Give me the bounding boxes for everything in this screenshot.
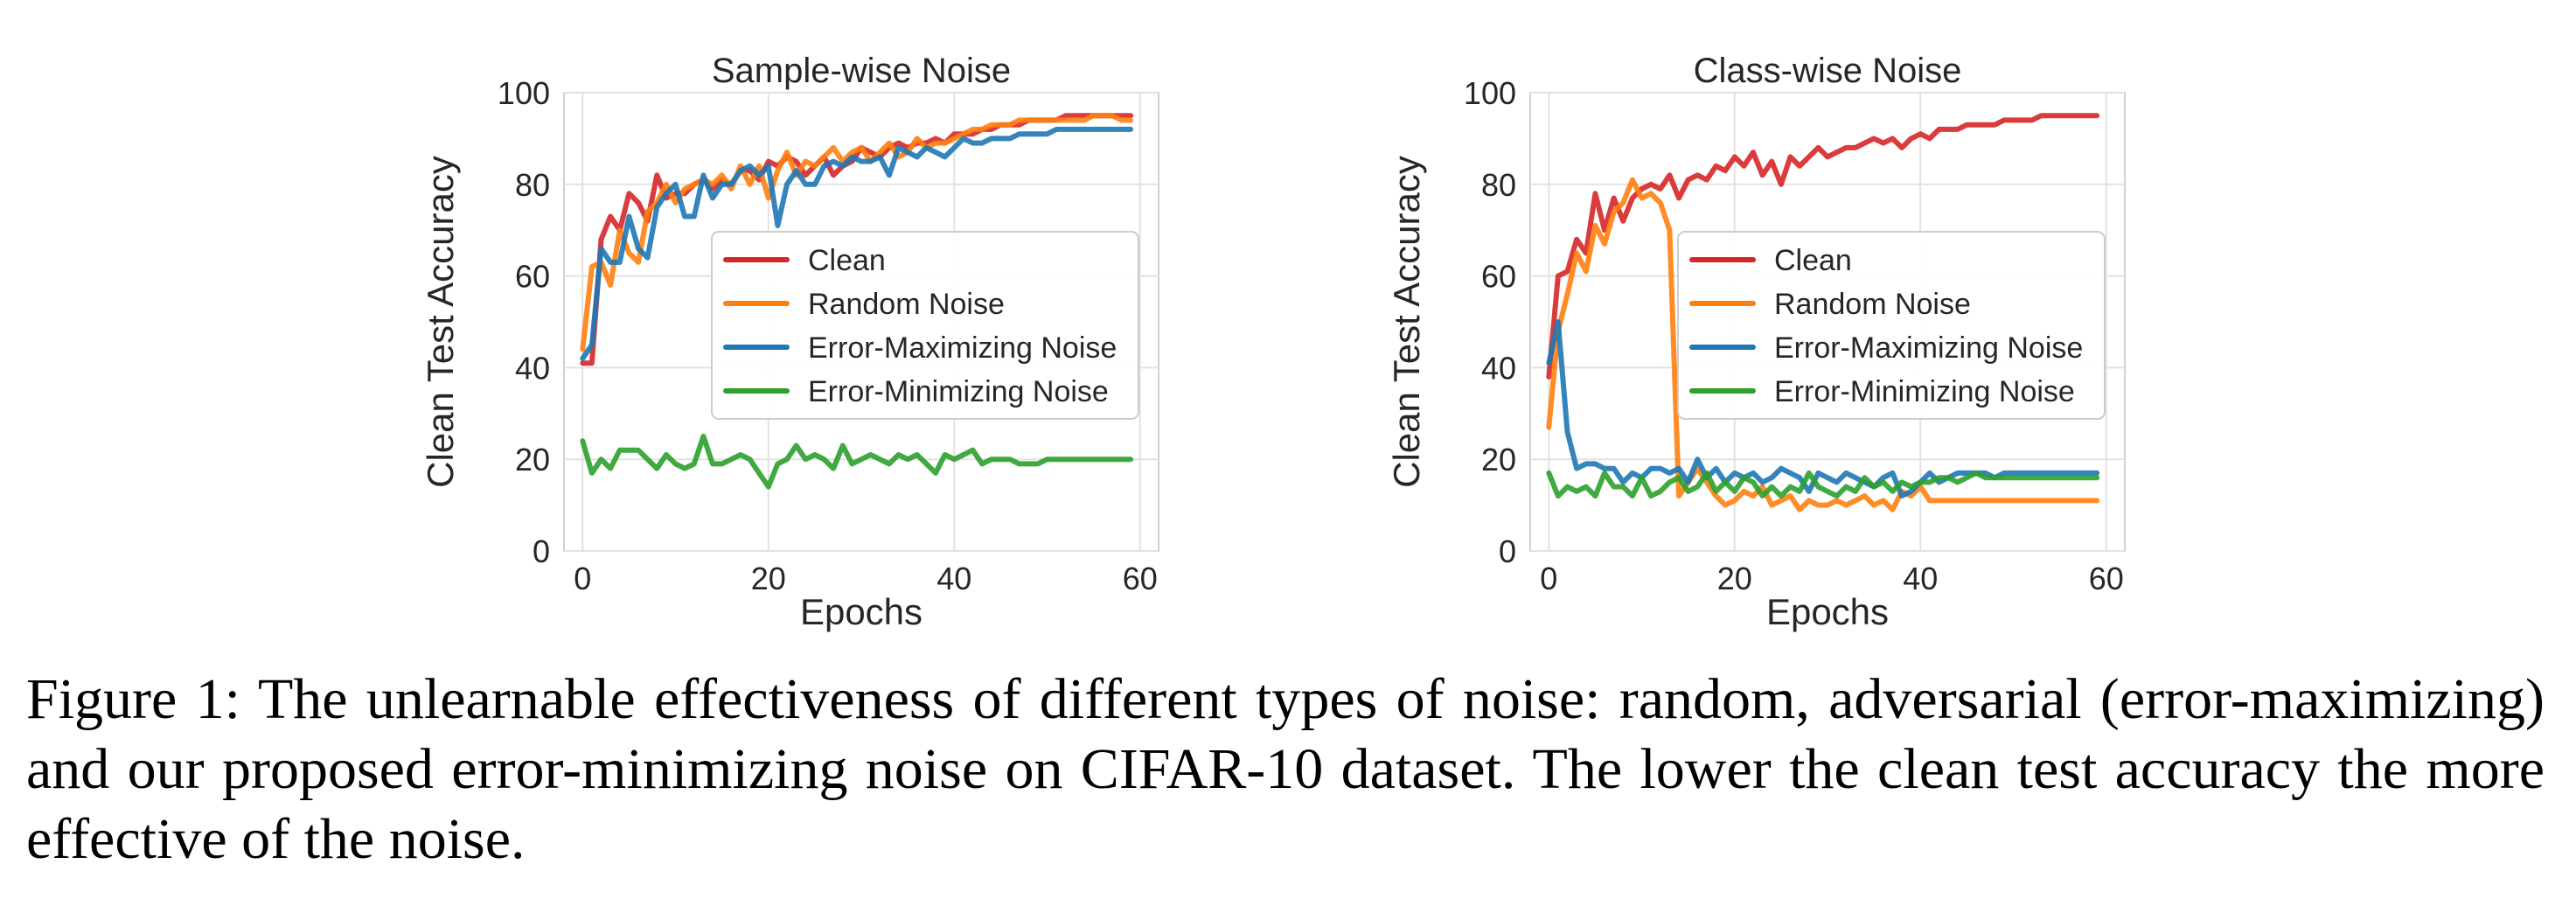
x-tick-label: 20 — [751, 561, 786, 596]
y-tick-label: 40 — [1481, 350, 1516, 386]
y-tick-label: 0 — [1499, 533, 1516, 569]
chart-sample-wise: 0 20 40 60 0 20 40 60 80 100 Sample-wise Noise Ep… — [420, 52, 1159, 632]
y-tick-label: 100 — [1464, 75, 1516, 111]
y-axis-label: Clean Test Accuracy — [1386, 156, 1427, 488]
legend-frame — [711, 231, 1139, 420]
legend: Clean Random Noise Error-Maximizing Noise E… — [711, 231, 1139, 420]
x-tick-label: 60 — [1123, 561, 1158, 596]
legend-frame — [1677, 231, 2106, 420]
legend-label: Random Noise — [1774, 288, 1971, 321]
x-tick-label: 0 — [574, 561, 591, 596]
legend-label: Error-Minimizing Noise — [808, 375, 1109, 408]
y-axis-label: Clean Test Accuracy — [420, 156, 461, 488]
x-tick-label: 20 — [1717, 561, 1752, 596]
x-tick-label: 0 — [1540, 561, 1557, 596]
series-line-random-noise — [580, 113, 1134, 352]
series-line-error-maximizing-noise — [580, 126, 1134, 361]
legend-label: Error-Minimizing Noise — [1774, 375, 2075, 408]
legend: Clean Random Noise Error-Maximizing Noise E… — [1677, 231, 2106, 420]
series-line-random-noise — [1546, 177, 2100, 512]
chart-title: Sample-wise Noise — [712, 52, 1011, 90]
y-tick-label: 20 — [515, 442, 550, 477]
y-tick-label: 20 — [1481, 442, 1516, 477]
y-tick-label: 0 — [533, 533, 550, 569]
x-tick-label: 60 — [2089, 561, 2124, 596]
legend-label: Random Noise — [808, 288, 1005, 321]
legend-label: Clean — [1774, 244, 1852, 277]
y-tick-label: 80 — [1481, 167, 1516, 203]
x-axis-label: Epochs — [1766, 591, 1889, 632]
y-tick-label: 100 — [498, 75, 550, 111]
chart-class-wise: 0 20 40 60 0 20 40 60 80 100 Class-wise Noise Epo… — [1386, 52, 2126, 632]
legend-label: Error-Maximizing Noise — [1774, 331, 2083, 365]
legend-label: Error-Maximizing Noise — [808, 331, 1117, 365]
figure-caption: Figure 1: The unlearnable effectiveness … — [26, 667, 2545, 871]
series-line-error-minimizing-noise — [1546, 470, 2100, 499]
series-line-error-minimizing-noise — [580, 434, 1134, 490]
y-tick-label: 80 — [515, 167, 550, 203]
y-tick-label: 60 — [515, 259, 550, 295]
y-tick-label: 40 — [515, 350, 550, 386]
y-tick-label: 60 — [1481, 259, 1516, 295]
x-axis-label: Epochs — [800, 591, 922, 632]
x-tick-label: 40 — [1903, 561, 1938, 596]
x-tick-label: 40 — [936, 561, 971, 596]
legend-label: Clean — [808, 244, 886, 277]
chart-title: Class-wise Noise — [1694, 52, 1962, 90]
